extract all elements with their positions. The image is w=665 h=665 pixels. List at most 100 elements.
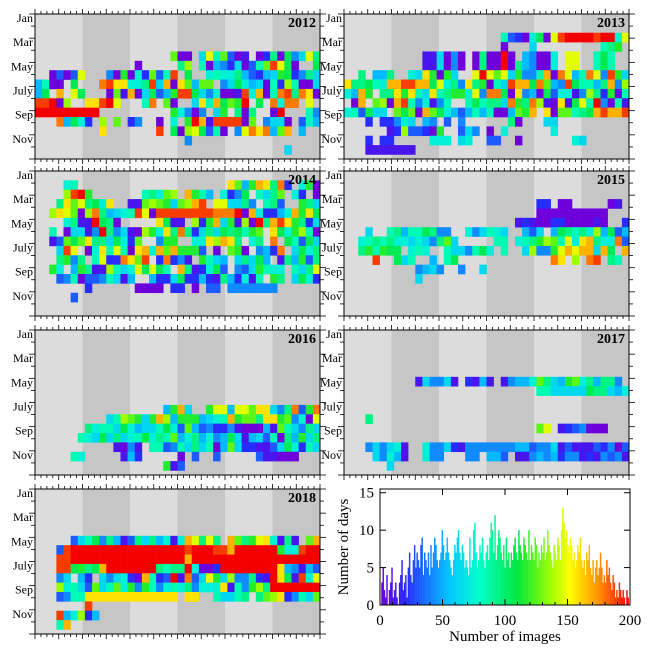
heatmap-cell xyxy=(458,135,466,146)
histogram-bar xyxy=(445,552,447,605)
heatmap-cell xyxy=(49,236,57,247)
heatmap-cell xyxy=(177,88,185,99)
heatmap-cell xyxy=(543,107,551,118)
heatmap-cell xyxy=(543,386,551,396)
heatmap-cell xyxy=(113,236,121,247)
heatmap-cell xyxy=(234,283,242,294)
heatmap-cell xyxy=(170,79,178,90)
heatmap-cell xyxy=(241,60,250,71)
heatmap-cell xyxy=(177,582,185,593)
heatmap-cell xyxy=(42,79,50,90)
heatmap-cell xyxy=(106,227,114,237)
heatmap-cell xyxy=(312,227,321,237)
histogram-bar xyxy=(428,575,431,605)
heatmap-cell xyxy=(284,442,292,453)
heatmap-cell xyxy=(234,98,242,108)
heatmap-cell xyxy=(127,227,136,237)
heatmap-cell xyxy=(177,274,185,284)
heatmap-cell xyxy=(379,79,388,90)
heatmap-cell xyxy=(291,414,299,424)
heatmap-cell xyxy=(99,274,107,284)
heatmap-cell xyxy=(443,245,452,256)
heatmap-cell xyxy=(593,245,601,256)
heatmap-cell xyxy=(248,126,257,137)
heatmap-cell xyxy=(305,554,314,565)
heatmap-cell xyxy=(291,51,299,62)
heatmap-cell xyxy=(408,236,416,247)
heatmap-cell xyxy=(298,70,307,80)
heatmap-cell xyxy=(507,117,516,127)
heatmap-cell xyxy=(529,451,537,462)
heatmap-cell xyxy=(429,98,437,108)
heatmap-cell xyxy=(270,264,278,275)
heatmap-cell xyxy=(184,227,193,237)
heatmap-cell xyxy=(49,208,57,219)
heatmap-cell xyxy=(92,610,100,621)
heatmap-cell xyxy=(586,32,594,43)
histogram-bar xyxy=(591,575,593,605)
heatmap-cell xyxy=(220,126,228,137)
heatmap-cell xyxy=(163,563,171,574)
heatmap-cell xyxy=(572,217,580,228)
heatmap-cell xyxy=(177,414,185,424)
histogram-bar xyxy=(582,567,584,605)
heatmap-cell xyxy=(529,442,537,453)
heatmap-cell xyxy=(393,236,402,247)
heatmap-cell xyxy=(120,423,128,434)
heatmap-cell xyxy=(241,554,250,565)
heatmap-cell xyxy=(156,236,164,247)
heatmap-cell xyxy=(379,117,388,127)
heatmap-cell xyxy=(607,107,616,118)
heatmap-cell xyxy=(170,227,178,237)
heatmap-cell xyxy=(401,88,409,99)
heatmap-cell xyxy=(298,582,307,593)
heatmap-cell xyxy=(270,208,278,219)
heatmap-cell xyxy=(284,592,292,602)
heatmap-cell xyxy=(408,88,416,99)
heatmap-cell xyxy=(450,245,459,256)
histogram-bar xyxy=(434,537,436,605)
heatmap-cell xyxy=(579,88,587,99)
heatmap-cell xyxy=(191,592,200,602)
heatmap-cell xyxy=(163,217,171,228)
histogram-bar xyxy=(411,582,413,605)
heatmap-cell xyxy=(99,208,107,219)
heatmap-cell xyxy=(184,433,193,443)
heatmap-cell xyxy=(607,376,616,387)
heatmap-cell xyxy=(156,70,164,80)
heatmap-cell xyxy=(312,545,321,555)
histogram-bar xyxy=(382,567,384,605)
heatmap-cell xyxy=(177,126,185,137)
heatmap-cell xyxy=(305,107,314,118)
heatmap-cell xyxy=(312,70,321,80)
heatmap-cell xyxy=(564,423,573,434)
heatmap-cell xyxy=(70,292,79,303)
heatmap-cell xyxy=(156,433,164,443)
heatmap-cell xyxy=(184,245,193,256)
heatmap-cell xyxy=(621,107,630,118)
heatmap-cell xyxy=(365,135,373,146)
heatmap-cell xyxy=(579,236,587,247)
heatmap-cell xyxy=(255,592,264,602)
heatmap-cell xyxy=(156,227,164,237)
histogram-bar xyxy=(454,545,456,605)
heatmap-cell xyxy=(500,51,509,62)
heatmap-cell xyxy=(77,535,86,546)
heatmap-cell xyxy=(564,199,573,209)
heatmap-cell xyxy=(500,60,509,71)
heatmap-cell xyxy=(149,545,157,555)
heatmap-cell xyxy=(255,189,264,200)
histogram-bar xyxy=(592,560,594,605)
heatmap-cell xyxy=(149,245,157,256)
month-label: Sep xyxy=(15,108,33,122)
heatmap-cell xyxy=(586,386,594,396)
heatmap-cell xyxy=(234,423,242,434)
heatmap-cell xyxy=(436,264,445,275)
histogram-bar xyxy=(533,560,535,605)
heatmap-cell xyxy=(270,582,278,593)
heatmap-cell xyxy=(56,245,64,256)
heatmap-cell xyxy=(291,554,299,565)
heatmap-cell xyxy=(156,208,164,219)
heatmap-cell xyxy=(415,98,423,108)
